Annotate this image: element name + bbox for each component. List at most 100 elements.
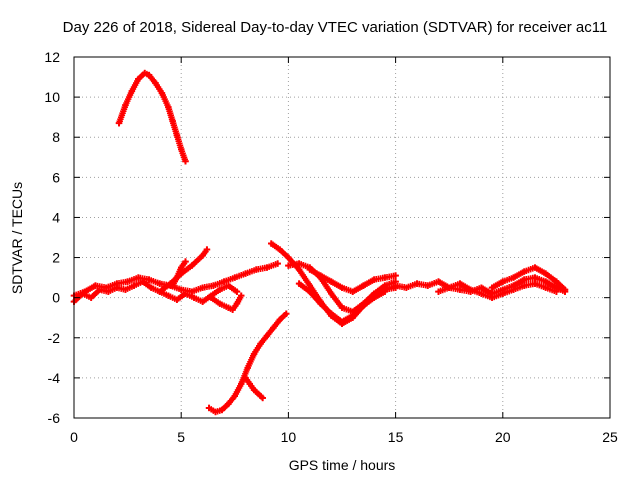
data-point [122, 286, 129, 293]
series-arc-high [115, 69, 189, 165]
data-point [268, 240, 275, 247]
data-point [156, 280, 163, 287]
data-point [542, 278, 549, 285]
data-point [521, 282, 528, 289]
data-point [231, 274, 238, 281]
data-point [242, 270, 249, 277]
data-point [188, 262, 196, 269]
series-markers [115, 69, 189, 165]
data-point [135, 274, 142, 281]
data-point [306, 266, 314, 273]
data-point [199, 298, 206, 305]
data-point [317, 272, 324, 279]
x-tick-label: 5 [177, 429, 185, 445]
data-point [225, 304, 232, 311]
series-dip-a [208, 292, 245, 313]
data-point [349, 312, 356, 319]
data-point [205, 404, 213, 412]
data-point [178, 286, 185, 293]
data-point [488, 284, 496, 291]
data-point [561, 286, 569, 293]
y-tick-label: 10 [44, 89, 60, 105]
data-point [531, 264, 539, 271]
y-tick-label: 6 [52, 169, 60, 185]
data-point [435, 288, 442, 295]
y-axis-label: SDTVAR / TECUs [9, 182, 25, 294]
data-point [250, 386, 258, 394]
series-arc-neg [205, 310, 290, 416]
data-point [128, 87, 136, 95]
y-tick-label: 4 [52, 209, 60, 225]
data-point [233, 288, 241, 295]
data-point [135, 75, 142, 83]
data-point [169, 282, 176, 289]
data-point [79, 290, 86, 297]
y-tick-label: 12 [44, 49, 60, 65]
x-tick-label: 0 [70, 429, 78, 445]
data-point [542, 270, 549, 277]
data-point [130, 282, 138, 289]
data-point [115, 119, 123, 127]
series-baseline-a [70, 260, 281, 299]
data-point [158, 89, 166, 97]
data-point [270, 324, 277, 331]
data-point [392, 282, 399, 289]
series-markers [205, 310, 290, 416]
data-point [381, 286, 389, 293]
data-point [216, 300, 223, 307]
data-point [233, 300, 241, 307]
x-axis-label: GPS time / hours [289, 457, 396, 473]
data-point [295, 266, 303, 273]
x-tick-label: 15 [388, 429, 404, 445]
data-point [295, 280, 303, 287]
data-point [141, 69, 148, 77]
data-point [122, 101, 129, 109]
data-point [521, 276, 528, 283]
data-point [216, 286, 223, 293]
data-point [499, 278, 506, 285]
data-point [306, 288, 314, 295]
data-point [212, 408, 219, 416]
y-tick-label: -6 [48, 410, 61, 426]
data-point [263, 264, 271, 271]
data-point [182, 158, 189, 165]
data-point [220, 278, 228, 285]
data-point [360, 282, 367, 289]
data-point [510, 274, 517, 281]
data-point [413, 280, 421, 287]
data-point [238, 292, 245, 299]
data-point [467, 286, 474, 293]
data-point [178, 264, 185, 271]
x-tick-label: 10 [281, 429, 297, 445]
series-baseline-right [370, 274, 569, 297]
data-point [173, 132, 181, 139]
data-point [173, 296, 181, 303]
data-point [231, 392, 238, 400]
data-point [242, 374, 249, 382]
x-tick-label: 25 [602, 429, 618, 445]
y-tick-label: -2 [48, 330, 61, 346]
data-point [208, 294, 215, 301]
data-point [257, 340, 264, 347]
data-point [259, 394, 266, 402]
data-point [210, 282, 217, 289]
data-point [250, 350, 258, 358]
axis-layer: 0 5 10 15 20 25 -6 -4 -2 0 2 4 6 8 10 12 [44, 49, 618, 445]
data-point [190, 294, 198, 301]
data-point [87, 294, 95, 301]
chart-title: Day 226 of 2018, Sidereal Day-to-day VTE… [63, 19, 608, 36]
data-point [328, 278, 335, 285]
data-point [238, 380, 245, 388]
data-point [478, 284, 485, 291]
data-point [285, 254, 292, 261]
data-point [152, 79, 159, 87]
data-point [246, 380, 254, 388]
data-point [165, 103, 172, 111]
data-point [392, 272, 399, 279]
data-point [244, 364, 251, 372]
data-point [424, 282, 431, 289]
data-point [225, 400, 232, 408]
data-point [229, 306, 236, 313]
data-point [488, 294, 496, 301]
